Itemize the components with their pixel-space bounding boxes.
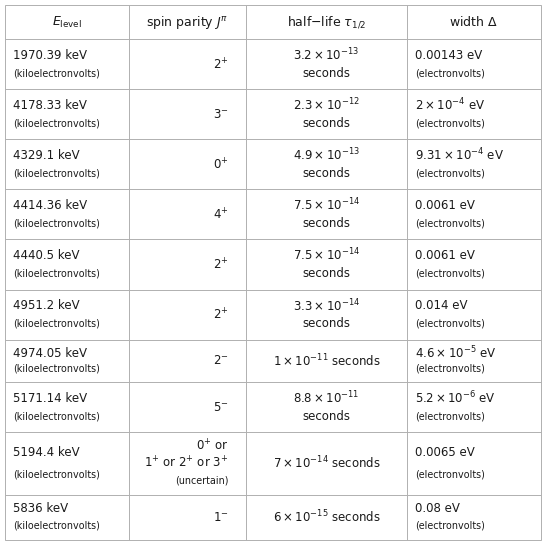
Text: (electronvolts): (electronvolts) (415, 219, 485, 228)
Text: (kiloelectronvolts): (kiloelectronvolts) (13, 69, 100, 78)
Text: seconds: seconds (302, 67, 351, 80)
Text: seconds: seconds (302, 267, 351, 280)
Text: seconds: seconds (302, 317, 351, 330)
Text: 0.0065 eV: 0.0065 eV (415, 445, 474, 458)
Text: $4^{+}$: $4^{+}$ (213, 207, 229, 222)
Text: $4.9\times10^{-13}$: $4.9\times10^{-13}$ (293, 147, 360, 164)
Text: (electronvolts): (electronvolts) (415, 411, 485, 421)
Text: (kiloelectronvolts): (kiloelectronvolts) (13, 219, 100, 228)
Text: (electronvolts): (electronvolts) (415, 318, 485, 329)
Text: 1970.39 keV: 1970.39 keV (13, 49, 87, 62)
Text: (electronvolts): (electronvolts) (415, 520, 485, 530)
Text: seconds: seconds (302, 217, 351, 230)
Text: $0^{+}$ or: $0^{+}$ or (196, 439, 229, 454)
Text: (electronvolts): (electronvolts) (415, 118, 485, 129)
Text: (kiloelectronvolts): (kiloelectronvolts) (13, 411, 100, 421)
Text: half$-$life $\tau_{1/2}$: half$-$life $\tau_{1/2}$ (287, 15, 366, 31)
Text: $2^{+}$: $2^{+}$ (213, 307, 229, 322)
Text: 5171.14 keV: 5171.14 keV (13, 391, 87, 404)
Text: $1\times10^{-11}$ seconds: $1\times10^{-11}$ seconds (272, 353, 381, 369)
Text: $3.3\times10^{-14}$: $3.3\times10^{-14}$ (293, 297, 360, 314)
Text: (kiloelectronvolts): (kiloelectronvolts) (13, 168, 100, 178)
Text: $6\times10^{-15}$ seconds: $6\times10^{-15}$ seconds (272, 508, 381, 525)
Text: $4.6\times10^{-5}$ eV: $4.6\times10^{-5}$ eV (415, 345, 496, 361)
Text: 4329.1 keV: 4329.1 keV (13, 149, 80, 162)
Text: (electronvolts): (electronvolts) (415, 470, 485, 480)
Text: 4440.5 keV: 4440.5 keV (13, 249, 79, 262)
Text: seconds: seconds (302, 409, 351, 422)
Text: $3.2\times10^{-13}$: $3.2\times10^{-13}$ (293, 47, 360, 64)
Text: $7\times10^{-14}$ seconds: $7\times10^{-14}$ seconds (272, 455, 381, 471)
Text: 5194.4 keV: 5194.4 keV (13, 445, 80, 458)
Text: (kiloelectronvolts): (kiloelectronvolts) (13, 318, 100, 329)
Text: seconds: seconds (302, 117, 351, 130)
Text: (electronvolts): (electronvolts) (415, 364, 485, 373)
Text: seconds: seconds (302, 167, 351, 180)
Text: (electronvolts): (electronvolts) (415, 168, 485, 178)
Text: (electronvolts): (electronvolts) (415, 69, 485, 78)
Text: 0.014 eV: 0.014 eV (415, 299, 467, 312)
Text: $8.8\times10^{-11}$: $8.8\times10^{-11}$ (293, 390, 360, 407)
Text: (kiloelectronvolts): (kiloelectronvolts) (13, 470, 100, 480)
Text: $2^{-}$: $2^{-}$ (213, 354, 229, 367)
Text: $7.5\times10^{-14}$: $7.5\times10^{-14}$ (293, 197, 360, 214)
Text: 4414.36 keV: 4414.36 keV (13, 199, 87, 212)
Text: (uncertain): (uncertain) (175, 475, 229, 485)
Text: (kiloelectronvolts): (kiloelectronvolts) (13, 269, 100, 278)
Text: $2\times10^{-4}$ eV: $2\times10^{-4}$ eV (415, 97, 485, 114)
Text: 4178.33 keV: 4178.33 keV (13, 99, 87, 112)
Text: 0.08 eV: 0.08 eV (415, 502, 460, 516)
Text: $0^{+}$: $0^{+}$ (213, 157, 229, 172)
Text: $2^{+}$: $2^{+}$ (213, 257, 229, 272)
Text: (kiloelectronvolts): (kiloelectronvolts) (13, 520, 100, 530)
Text: $5^{-}$: $5^{-}$ (213, 401, 229, 414)
Text: 0.00143 eV: 0.00143 eV (415, 49, 482, 62)
Text: (electronvolts): (electronvolts) (415, 269, 485, 278)
Text: $2^{+}$: $2^{+}$ (213, 57, 229, 72)
Text: $5.2\times10^{-6}$ eV: $5.2\times10^{-6}$ eV (415, 390, 496, 407)
Text: $9.31\times10^{-4}$ eV: $9.31\times10^{-4}$ eV (415, 147, 504, 164)
Text: 5836 keV: 5836 keV (13, 502, 68, 516)
Text: $3^{-}$: $3^{-}$ (213, 108, 229, 121)
Text: width $\Delta$: width $\Delta$ (449, 15, 498, 29)
Text: $1^{-}$: $1^{-}$ (213, 511, 229, 524)
Text: (kiloelectronvolts): (kiloelectronvolts) (13, 364, 100, 373)
Text: $7.5\times10^{-14}$: $7.5\times10^{-14}$ (293, 247, 360, 264)
Text: 4951.2 keV: 4951.2 keV (13, 299, 80, 312)
Text: 0.0061 eV: 0.0061 eV (415, 249, 474, 262)
Text: (kiloelectronvolts): (kiloelectronvolts) (13, 118, 100, 129)
Text: 4974.05 keV: 4974.05 keV (13, 347, 87, 360)
Text: spin parity $J^{\pi}$: spin parity $J^{\pi}$ (146, 14, 228, 31)
Text: $E_{\rm level}$: $E_{\rm level}$ (52, 15, 82, 30)
Text: $1^{+}$ or $2^{+}$ or $3^{+}$: $1^{+}$ or $2^{+}$ or $3^{+}$ (144, 456, 229, 471)
Text: $2.3\times10^{-12}$: $2.3\times10^{-12}$ (293, 97, 360, 114)
Text: 0.0061 eV: 0.0061 eV (415, 199, 474, 212)
